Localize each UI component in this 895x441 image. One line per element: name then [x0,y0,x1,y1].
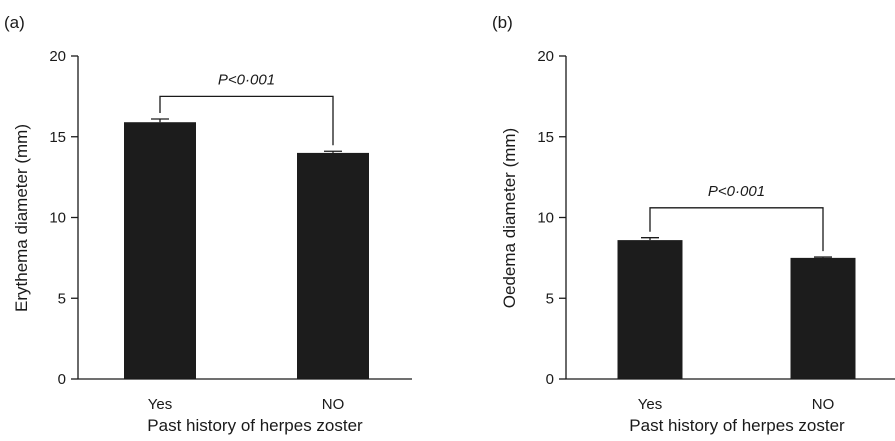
panel-a-category-label-no: NO [322,396,345,413]
panel-b-y-ticks: 0 5 10 15 20 [537,48,566,388]
panel-b: (b) Oedema diameter (mm) Past history of… [492,13,895,435]
panel-b-y-tick-label: 20 [537,48,554,65]
panel-b-y-tick-label: 0 [546,371,554,388]
panel-a-significance-bracket [159,95,334,146]
panel-a-y-ticks: 0 5 10 15 20 [49,48,78,388]
panel-b-x-axis-title: Past history of herpes zoster [629,416,845,435]
panel-b-y-tick-label: 5 [546,290,554,307]
panel-b-y-tick-label: 10 [537,210,554,227]
panel-a-x-axis-title: Past history of herpes zoster [147,416,363,435]
panel-a-bars [124,122,369,379]
panel-b-y-tick-label: 15 [537,129,554,146]
panel-a-category-label-yes: Yes [148,396,172,413]
panel-b-significance-label: P<0·001 [708,183,765,200]
panel-b-bar-yes [617,240,683,379]
panel-b-y-axis-title: Oedema diameter (mm) [500,128,519,308]
panel-a-bar-no [297,152,369,379]
panel-a-bar-yes [124,122,196,379]
panel-a-y-axis-title: Erythema diameter (mm) [12,124,31,312]
panel-b-error-bars [641,237,832,258]
panel-b-bracket-line [649,207,824,252]
panel-b-bars [617,240,856,379]
panel-a-error-bars [151,118,342,153]
panel-a-y-tick-label: 10 [49,210,66,227]
panel-a: (a) Erythema diameter (mm) Past history … [4,13,412,435]
panel-a-significance-label: P<0·001 [218,71,275,88]
panel-b-significance-bracket [649,207,824,252]
panel-a-y-tick-label: 5 [58,290,66,307]
panel-a-y-tick-label: 15 [49,129,66,146]
panel-a-bracket-line [159,95,334,146]
panel-a-y-tick-label: 20 [49,48,66,65]
panel-b-bar-no [790,257,856,379]
panel-b-category-label-no: NO [812,396,835,413]
panel-b-category-label-yes: Yes [638,396,662,413]
panel-b-label: (b) [492,13,513,32]
panel-a-y-tick-label: 0 [58,371,66,388]
panel-a-label: (a) [4,13,25,32]
